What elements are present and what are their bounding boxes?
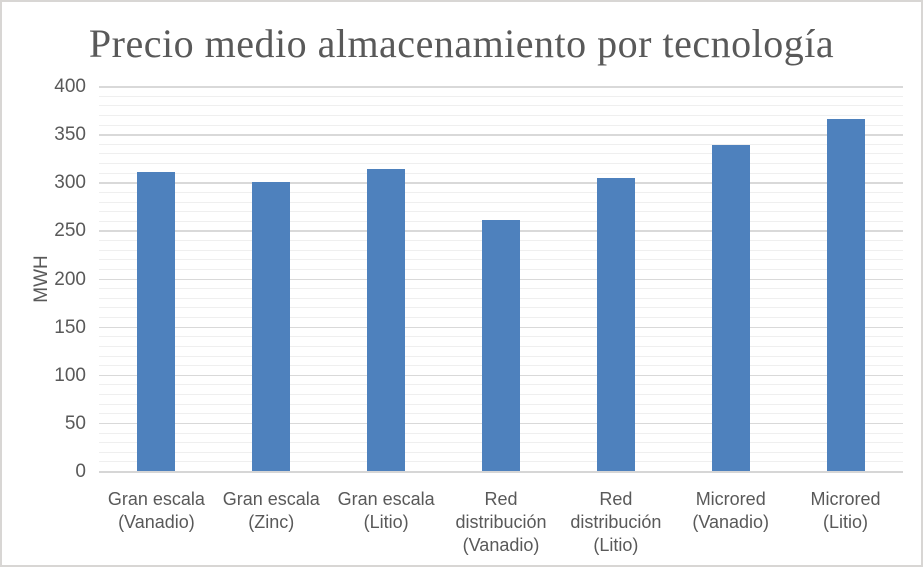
y-tick-label: 300	[54, 172, 86, 194]
x-category-label: Microred (Vanadio)	[692, 489, 770, 532]
y-tick-label: 200	[54, 268, 86, 290]
y-tick-label: 150	[54, 316, 86, 338]
x-category-label: Gran escala (Litio)	[337, 489, 435, 532]
plot-area	[99, 86, 903, 473]
x-category-label: Red distribución (Vanadio)	[455, 489, 547, 555]
x-category-label: Gran escala (Vanadio)	[107, 489, 205, 532]
minor-gridline	[99, 124, 903, 126]
bar-7	[826, 118, 865, 471]
x-category-label: Red distribución (Litio)	[570, 489, 662, 555]
minor-gridline	[99, 211, 903, 213]
x-category-label: Microred (Litio)	[810, 489, 881, 532]
bar-1	[137, 171, 176, 471]
major-gridline	[99, 182, 903, 184]
y-tick-label: 400	[54, 76, 86, 97]
minor-gridline	[99, 163, 903, 164]
minor-gridline	[99, 201, 903, 203]
x-category-label: Gran escala (Zinc)	[222, 489, 320, 532]
major-gridline	[99, 134, 903, 136]
x-axis-category-labels: Gran escala (Vanadio) Gran escala (Zinc) G…	[99, 488, 903, 563]
bar-6	[711, 144, 750, 471]
bar-3	[367, 168, 406, 471]
major-gridline	[99, 86, 903, 88]
minor-gridline	[99, 172, 903, 174]
bar-5	[596, 178, 635, 471]
bar-2	[252, 182, 291, 471]
chart-title: Precio medio almacenamiento por tecnolog…	[88, 21, 835, 66]
minor-gridline	[99, 114, 903, 116]
y-tick-label: 250	[54, 220, 86, 242]
minor-gridline	[99, 143, 903, 145]
y-axis-tick-labels: 0 50 100 150 200 250 300 350 400	[2, 77, 86, 481]
y-tick-label: 50	[64, 412, 86, 434]
bar-4	[482, 219, 520, 471]
minor-gridline	[99, 105, 903, 107]
minor-gridline	[99, 191, 903, 193]
minor-gridline	[99, 153, 903, 155]
y-tick-label: 0	[75, 461, 86, 482]
minor-gridline	[99, 95, 903, 97]
y-tick-label: 350	[54, 124, 86, 146]
y-tick-label: 100	[54, 364, 86, 386]
